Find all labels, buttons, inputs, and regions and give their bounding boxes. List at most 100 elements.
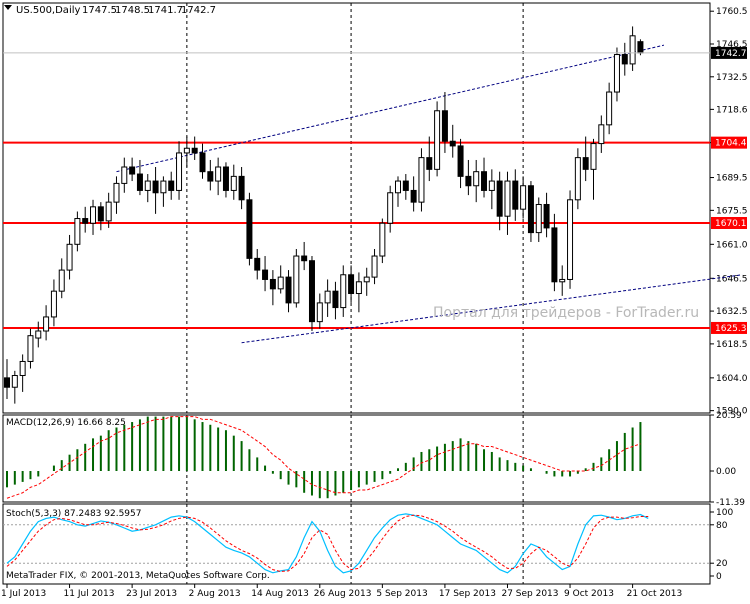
candle-body-59 — [465, 175, 472, 187]
stoch-tick-label-0: 100 — [716, 508, 733, 518]
candle-body-80 — [629, 35, 636, 65]
price-panel: 1760.5 1746.5 1732.5 1718.6 1704.4 1689.5 1675… — [2, 2, 748, 417]
macd-label: MACD(12,26,9) 16.66 8.25 — [6, 418, 126, 428]
candle-body-27 — [215, 166, 222, 182]
watermark: Портал для трейдеров - ForTrader.ru — [433, 305, 699, 321]
candle-body-49 — [387, 192, 394, 224]
candle-body-57 — [449, 140, 456, 147]
candle-body-3 — [27, 335, 34, 362]
time-tick-label-4: 14 Aug 2013 — [251, 589, 309, 599]
candle-body-58 — [457, 145, 464, 177]
price-tick-label-12: 1590.0 — [716, 407, 748, 417]
time-tick-label-5: 26 Aug 2013 — [314, 589, 372, 599]
price-tick-label-3: 1718.6 — [716, 105, 748, 115]
candle-body-76 — [598, 124, 605, 145]
candle-body-64 — [504, 180, 511, 217]
level-label-box-1 — [711, 216, 747, 229]
macd-panel-frame — [2, 414, 711, 503]
time-tick-label-1: 11 Jul 2013 — [64, 589, 115, 599]
candle-body-72 — [567, 199, 574, 280]
price-tick-label-11: 1604.0 — [716, 374, 748, 384]
candle-body-47 — [371, 255, 378, 278]
candle-body-23 — [183, 147, 190, 154]
candle-body-40 — [316, 302, 323, 323]
price-header-close: 1742.7 — [181, 5, 216, 16]
candle-body-73 — [574, 157, 581, 201]
candle-body-0 — [4, 377, 10, 388]
price-tick-label-1: 1746.5 — [716, 40, 748, 50]
candle-body-70 — [551, 227, 558, 283]
candle-body-1 — [11, 375, 18, 388]
price-tick-label-5: 1689.5 — [716, 174, 748, 184]
candle-body-79 — [621, 54, 628, 65]
stoch-tick-label-1: 80 — [716, 521, 728, 531]
candle-body-43 — [340, 274, 347, 309]
candle-body-5 — [43, 316, 50, 332]
current-price-label: 1742.7 — [715, 49, 747, 59]
candle-body-20 — [160, 180, 167, 194]
candle-body-36 — [285, 276, 292, 304]
time-tick-label-2: 23 Jul 2013 — [126, 589, 177, 599]
copyright-text: MetaTrader FIX, © 2001-2013, MetaQuotes … — [6, 571, 270, 581]
level-label-box-2 — [711, 321, 747, 334]
macd-panel: 20.59 0.00 -11.39 — [2, 411, 745, 508]
candle-body-9 — [74, 218, 81, 245]
candle-body-68 — [535, 203, 542, 234]
macd-signal-line — [6, 416, 641, 499]
level-label-box-0 — [711, 136, 747, 149]
candle-body-60 — [473, 171, 480, 187]
candle-body-56 — [441, 110, 448, 142]
candle-body-37 — [293, 255, 300, 304]
candle-body-8 — [66, 243, 73, 271]
time-tick-label-7: 17 Sep 2013 — [439, 589, 496, 599]
candle-body-15 — [121, 166, 128, 184]
time-tick-label-10: 21 Oct 2013 — [627, 589, 683, 599]
candle-body-31 — [246, 199, 253, 259]
candle-body-19 — [152, 180, 159, 194]
candle-body-22 — [176, 152, 183, 191]
candle-body-38 — [301, 255, 308, 262]
candle-body-52 — [410, 189, 417, 203]
candle-body-21 — [168, 180, 175, 191]
candle-body-14 — [113, 182, 120, 203]
candle-body-26 — [207, 171, 214, 182]
candle-body-54 — [426, 157, 433, 170]
price-header-low: 1741.7 — [148, 5, 183, 16]
candle-body-12 — [97, 206, 104, 222]
price-tick-label-6: 1675.5 — [716, 206, 748, 216]
candle-body-81 — [637, 41, 644, 54]
level-label-1: 1670.1 — [715, 219, 747, 229]
price-header-open: 1747.5 — [82, 5, 117, 16]
candle-body-74 — [582, 157, 589, 170]
level-label-0: 1704.4 — [715, 139, 747, 149]
current-price-box — [711, 46, 747, 59]
candle-body-50 — [395, 180, 401, 194]
stoch-d-line — [6, 514, 649, 573]
price-tick-label-0: 1760.5 — [716, 7, 748, 17]
chart-menu-arrow-icon[interactable] — [4, 5, 12, 10]
candle-body-13 — [105, 201, 112, 222]
candle-body-63 — [496, 180, 503, 217]
candle-body-17 — [136, 173, 143, 191]
candle-body-29 — [230, 175, 237, 191]
macd-tick-label-0: 20.59 — [716, 411, 742, 421]
main-panel-frame — [2, 2, 711, 414]
candle-body-75 — [590, 143, 597, 170]
candle-body-42 — [332, 290, 339, 309]
candle-body-55 — [434, 110, 441, 170]
chart-overlay: US.500,Daily 1747.5 1748.5 1741.7 1742.7… — [4, 5, 699, 581]
candle-body-28 — [222, 166, 229, 191]
price-tick-label-10: 1618.5 — [716, 340, 748, 350]
macd-tick-label-2: -11.39 — [716, 498, 745, 508]
price-tick-label-8: 1646.5 — [716, 274, 748, 284]
time-tick-label-0: 1 Jul 2013 — [1, 589, 46, 599]
candle-body-7 — [58, 269, 65, 292]
price-header: US.500,Daily — [16, 5, 80, 16]
candle-body-30 — [238, 175, 245, 201]
stoch-tick-label-2: 20 — [716, 559, 728, 569]
time-tick-label-3: 2 Aug 2013 — [189, 589, 241, 599]
stoch-k-line — [6, 513, 649, 574]
candle-body-48 — [379, 222, 386, 257]
price-tick-label-7: 1661.0 — [716, 240, 748, 250]
